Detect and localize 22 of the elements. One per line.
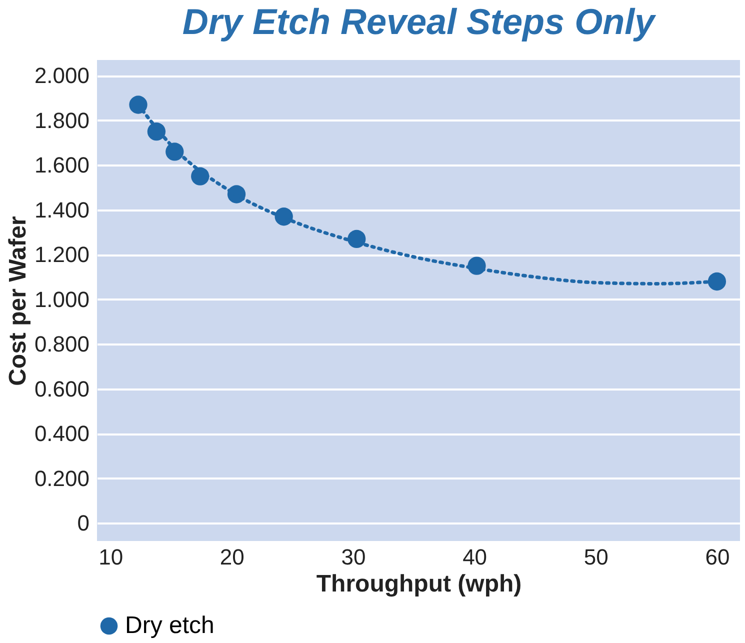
y-tick-label: 1.000 — [34, 286, 90, 312]
point — [708, 272, 726, 291]
x-axis-title: Throughput (wph) — [316, 570, 522, 598]
y-tick-label: 0.200 — [34, 466, 90, 491]
x-tick-label: 30 — [341, 544, 366, 570]
y-tick-label: 1.600 — [34, 152, 90, 178]
x-tick-label: 60 — [705, 544, 730, 570]
y-tick-label: 0.400 — [34, 421, 90, 446]
y-tick-label: 1.200 — [34, 242, 90, 268]
x-tick-label: 50 — [584, 544, 608, 570]
x-tick-label: 20 — [220, 544, 244, 570]
y-tick-label: 1.400 — [34, 197, 90, 222]
y-axis-title: Cost per Wafer — [4, 216, 32, 386]
y-tick-label: 0 — [77, 510, 90, 536]
y-tick-label: 0.800 — [34, 332, 90, 357]
y-tick-label: 0.600 — [34, 376, 90, 402]
legend-label: Dry etch — [125, 612, 214, 639]
chart-title: Dry Etch Reveal Steps Only — [182, 1, 657, 42]
x-tick-label: 10 — [98, 544, 124, 570]
y-tick-label: 1.800 — [34, 108, 90, 133]
y-tick-label: 2.000 — [34, 63, 90, 88]
x-tick-label: 40 — [462, 544, 488, 570]
